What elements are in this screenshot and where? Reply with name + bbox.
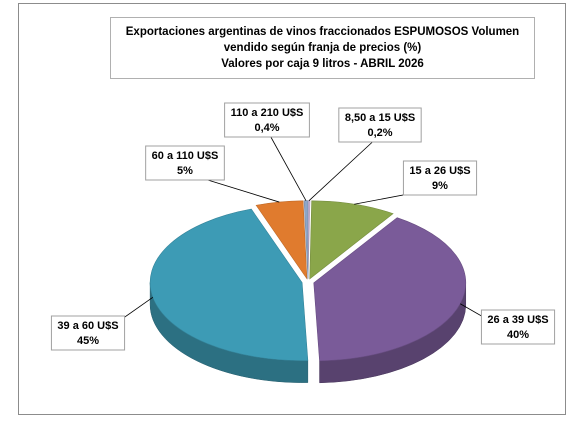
data-label: 8,50 a 15 U$S 0,2% <box>308 107 422 201</box>
label-value: 45% <box>77 335 99 347</box>
label-category: 110 a 210 U$S <box>231 107 304 119</box>
data-label: 110 a 210 U$S 0,4% <box>224 102 310 201</box>
data-label: 26 a 39 U$S 40% <box>460 303 556 345</box>
data-label: 39 a 60 U$S 45% <box>50 296 154 351</box>
label-value: 5% <box>177 165 193 177</box>
label-box <box>224 102 310 138</box>
data-label: 15 a 26 U$S 9% <box>354 160 478 205</box>
label-value: 0,4% <box>254 122 279 134</box>
chart-subtitle: Valores por caja 9 litros - ABRIL 2026 <box>221 58 424 70</box>
label-box <box>402 160 478 196</box>
label-category: 60 a 110 U$S <box>152 150 219 162</box>
chart-title: Exportaciones argentinas de vinos fracci… <box>125 26 520 54</box>
leader-line <box>308 134 381 201</box>
label-value: 0,2% <box>367 127 392 139</box>
label-value: 9% <box>432 180 448 192</box>
label-category: 26 a 39 U$S <box>487 314 548 326</box>
label-box <box>50 315 126 351</box>
label-value: 40% <box>507 329 529 341</box>
pie-slice <box>309 200 394 280</box>
title-box: Exportaciones argentinas de vinos fracci… <box>110 17 535 79</box>
label-box <box>338 107 422 143</box>
label-box <box>145 145 225 181</box>
leader-line <box>266 129 307 201</box>
pie-slice <box>313 217 467 362</box>
label-category: 39 a 60 U$S <box>57 320 118 332</box>
data-label: 60 a 110 U$S 5% <box>145 145 280 203</box>
label-box <box>480 309 556 345</box>
pie-slice <box>255 200 308 280</box>
chart-frame <box>18 3 566 415</box>
pie-slice <box>307 200 311 279</box>
pie-tops <box>149 200 467 362</box>
label-category: 8,50 a 15 U$S <box>345 112 415 124</box>
label-category: 15 a 26 U$S <box>409 165 470 177</box>
